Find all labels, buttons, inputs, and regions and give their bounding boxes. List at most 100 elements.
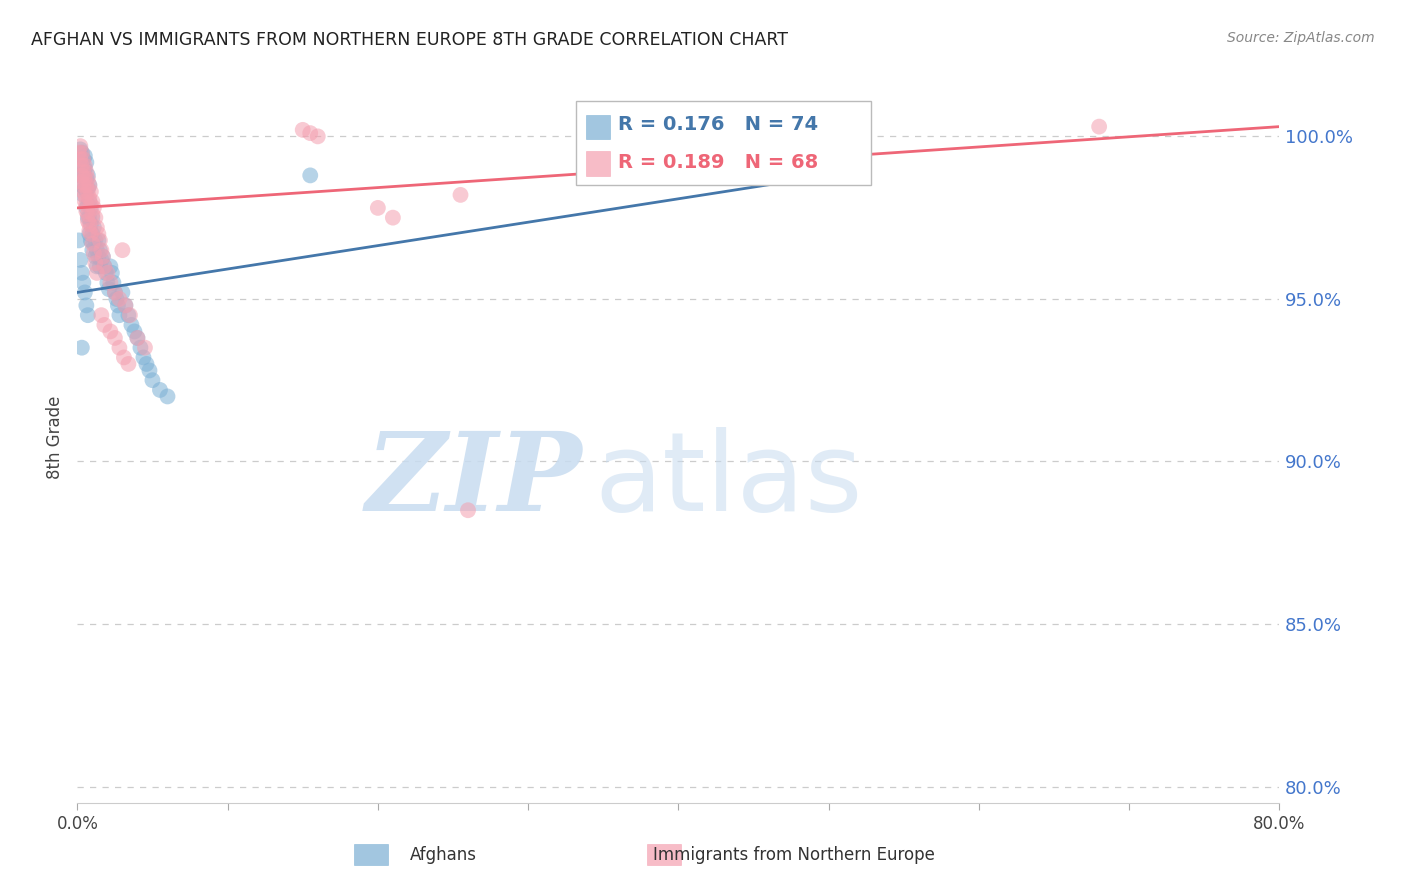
Point	[134, 341, 156, 355]
Text: atlas: atlas	[595, 427, 863, 534]
Point	[87, 234, 110, 248]
Point	[83, 236, 105, 251]
Text: AFGHAN VS IMMIGRANTS FROM NORTHERN EUROPE 8TH GRADE CORRELATION CHART: AFGHAN VS IMMIGRANTS FROM NORTHERN EUROP…	[31, 31, 787, 49]
Point	[83, 246, 105, 260]
Point	[80, 197, 103, 211]
Point	[104, 285, 127, 300]
Point	[76, 181, 98, 195]
Point	[72, 165, 94, 179]
Point	[80, 227, 103, 241]
Point	[79, 178, 101, 193]
Point	[124, 325, 146, 339]
Point	[70, 178, 93, 193]
Point	[83, 201, 105, 215]
Point	[104, 331, 127, 345]
Point	[94, 266, 117, 280]
Point	[457, 503, 479, 517]
Text: Afghans: Afghans	[409, 846, 477, 863]
Point	[73, 181, 96, 195]
Point	[79, 227, 101, 241]
Point	[111, 285, 134, 300]
Point	[299, 169, 322, 183]
Point	[72, 152, 94, 166]
Point	[76, 211, 98, 225]
Point	[69, 139, 91, 153]
Point	[86, 243, 108, 257]
Point	[80, 234, 103, 248]
Point	[111, 243, 134, 257]
Point	[75, 165, 97, 179]
Point	[89, 243, 111, 257]
Point	[73, 159, 96, 173]
Point	[75, 298, 97, 312]
Point	[84, 211, 107, 225]
Point	[70, 341, 93, 355]
Y-axis label: 8th Grade: 8th Grade	[46, 395, 65, 479]
Point	[100, 325, 122, 339]
Point	[86, 260, 108, 274]
Point	[70, 266, 93, 280]
Point	[73, 149, 96, 163]
Point	[90, 308, 112, 322]
Point	[93, 318, 115, 332]
Point	[90, 252, 112, 267]
Point	[82, 211, 104, 225]
Point	[73, 171, 96, 186]
Point	[79, 217, 101, 231]
Point	[108, 308, 131, 322]
Point	[101, 266, 124, 280]
Point	[307, 129, 329, 144]
Text: Immigrants from Northern Europe: Immigrants from Northern Europe	[654, 846, 935, 863]
Point	[87, 227, 110, 241]
Point	[67, 145, 90, 160]
Point	[104, 285, 127, 300]
Point	[114, 298, 136, 312]
Point	[120, 318, 142, 332]
Point	[141, 373, 163, 387]
Point	[89, 260, 111, 274]
Point	[82, 207, 104, 221]
Point	[84, 256, 107, 270]
FancyBboxPatch shape	[576, 101, 870, 185]
Point	[84, 250, 107, 264]
Point	[82, 236, 104, 251]
Point	[75, 155, 97, 169]
Point	[76, 169, 98, 183]
Point	[72, 178, 94, 193]
Point	[367, 201, 389, 215]
Point	[82, 194, 104, 209]
Point	[108, 292, 131, 306]
Point	[70, 159, 93, 173]
Point	[91, 250, 114, 264]
Point	[93, 260, 115, 274]
Point	[79, 224, 101, 238]
Point	[135, 357, 157, 371]
Point	[79, 178, 101, 193]
Text: ZIP: ZIP	[366, 427, 582, 534]
Point	[70, 155, 93, 169]
Point	[70, 145, 93, 160]
Point	[75, 185, 97, 199]
Point	[79, 211, 101, 225]
Point	[69, 252, 91, 267]
Point	[73, 285, 96, 300]
Point	[117, 308, 139, 322]
Point	[82, 227, 104, 241]
Point	[118, 308, 141, 322]
Point	[112, 351, 135, 365]
Point	[67, 234, 90, 248]
Point	[103, 276, 125, 290]
Point	[73, 194, 96, 209]
Point	[79, 194, 101, 209]
Point	[117, 357, 139, 371]
Point	[76, 185, 98, 199]
FancyBboxPatch shape	[647, 844, 681, 865]
Point	[299, 126, 322, 140]
Point	[108, 341, 131, 355]
Point	[76, 308, 98, 322]
Point	[80, 201, 103, 215]
Point	[82, 243, 104, 257]
Point	[72, 276, 94, 290]
Point	[1088, 120, 1111, 134]
Point	[156, 389, 179, 403]
